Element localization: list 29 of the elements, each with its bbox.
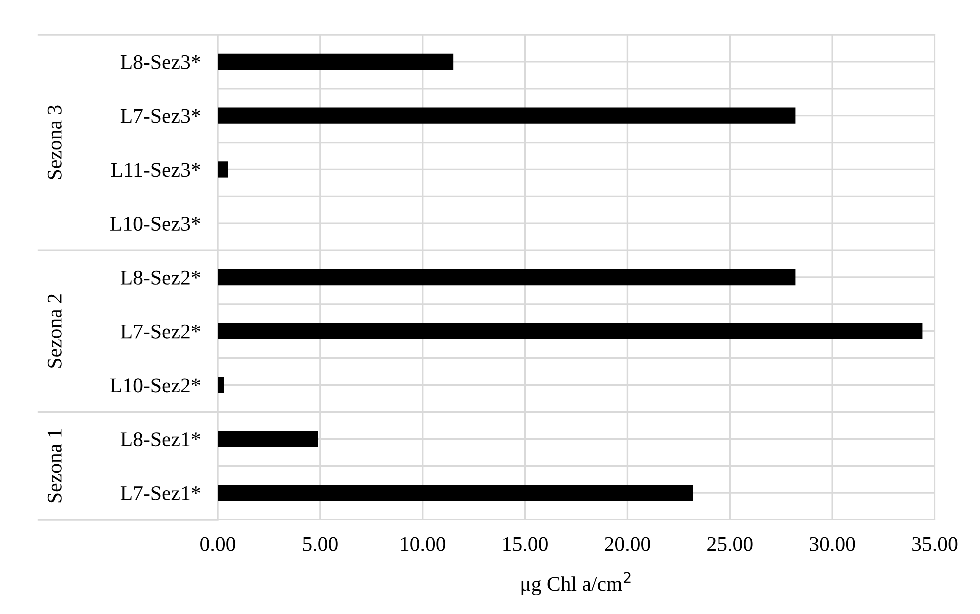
- y-tick-label: L7-Sez1*: [120, 486, 200, 500]
- y-tick-label: L7-Sez3*: [120, 109, 200, 124]
- y-tick-label: L8-Sez1*: [120, 432, 200, 447]
- text: Sezona 1: [48, 429, 62, 503]
- y-tick-label: L8-Sez3*: [120, 55, 200, 70]
- bar: [218, 108, 796, 124]
- x-tick-label: 0.00: [200, 537, 236, 552]
- x-tick-label: 30.00: [810, 537, 856, 552]
- bar: [218, 162, 228, 178]
- y-tick-label: L11-Sez3*: [111, 163, 200, 178]
- x-tick-label: 15.00: [504, 537, 548, 552]
- x-tick-label: 35.00: [912, 537, 958, 552]
- y-tick-label: L7-Sez2*: [120, 324, 200, 339]
- text: Sezona 3: [48, 106, 62, 180]
- bar: [218, 377, 224, 394]
- x-tick-label: 10.00: [401, 537, 446, 552]
- bar: [218, 484, 694, 502]
- bar: [218, 323, 923, 340]
- x-axis-title: μg Chl a/cm$^{2}$: [522, 572, 631, 596]
- bar: [218, 269, 796, 286]
- x-tick-label: 5.00: [303, 537, 338, 552]
- y-tick-label: L10-Sez2*: [110, 378, 200, 393]
- x-tick-label: 25.00: [708, 537, 753, 552]
- x-tick-label: 20.00: [605, 537, 650, 552]
- bar: [218, 431, 318, 448]
- y-tick-label: L8-Sez2*: [120, 270, 200, 285]
- text: Sezona 2: [48, 294, 62, 368]
- bar: [218, 54, 454, 70]
- y-tick-label: L10-Sez3*: [110, 216, 200, 232]
